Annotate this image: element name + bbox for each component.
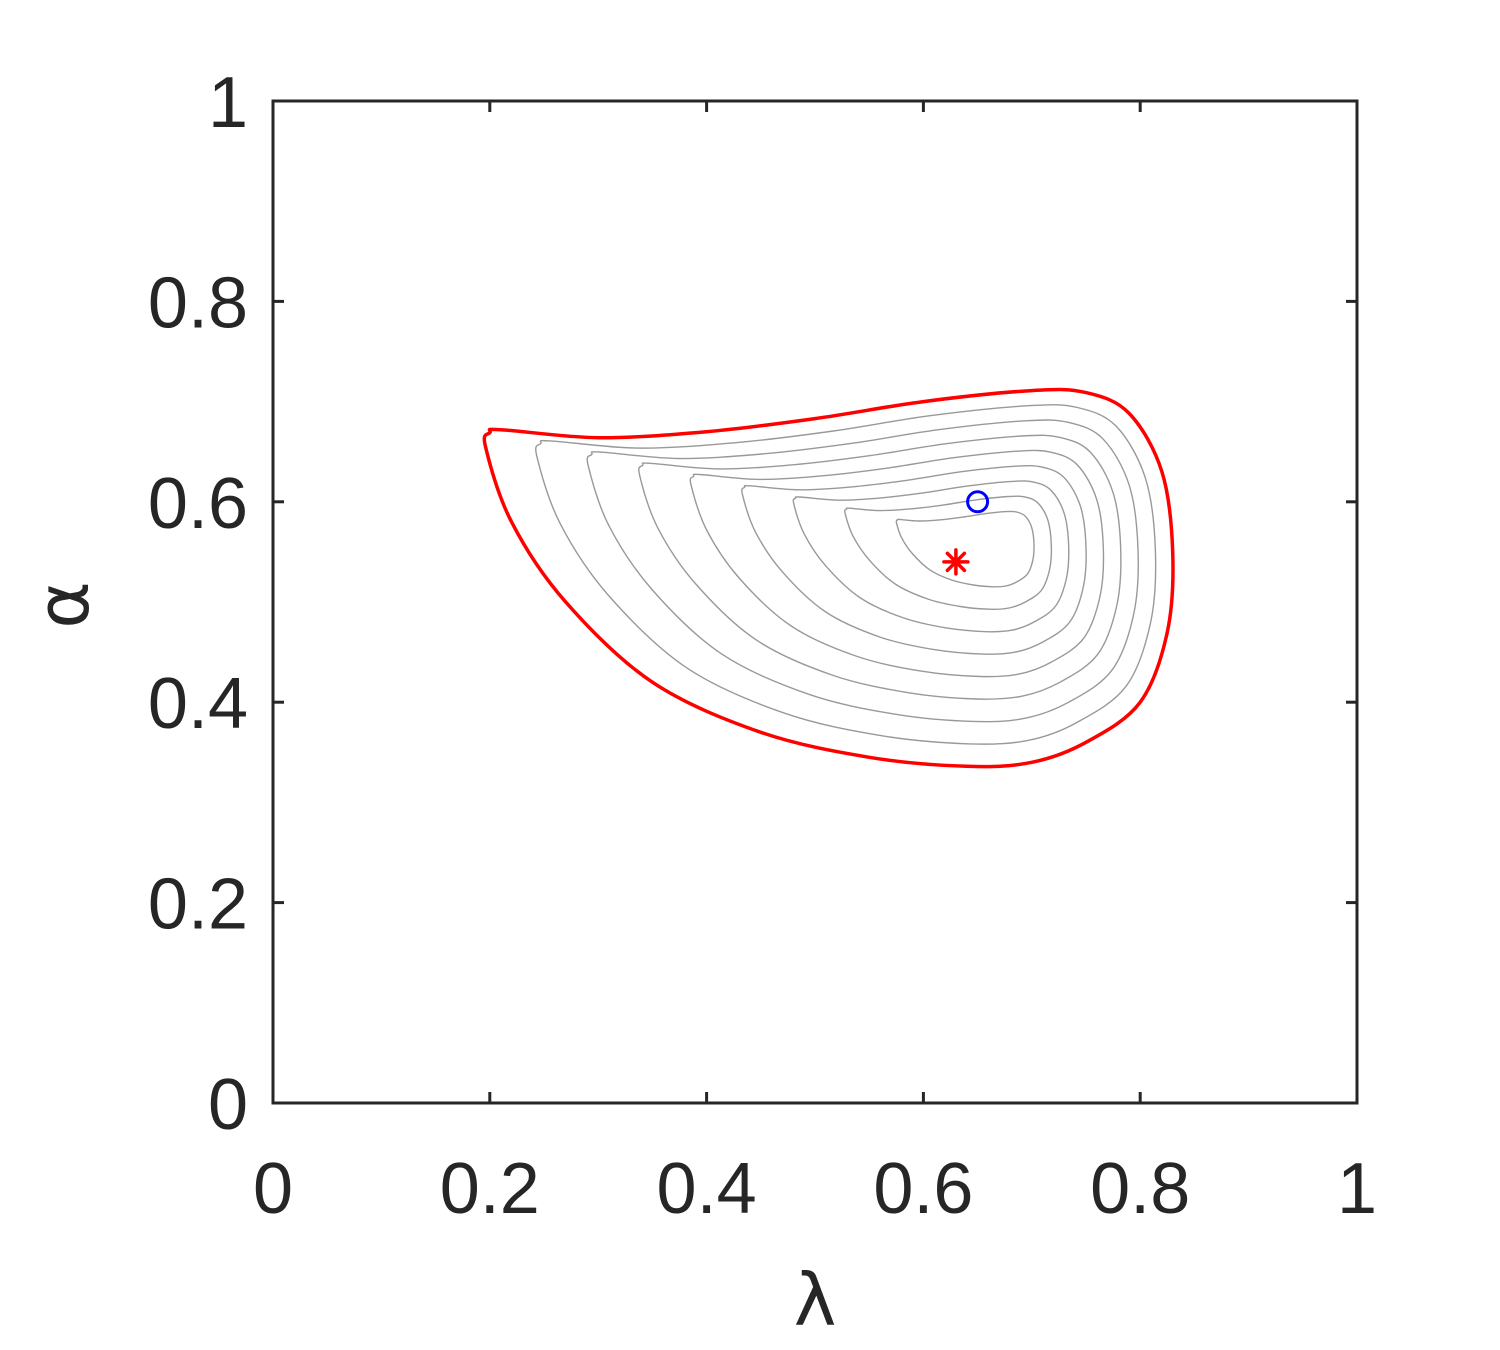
y-tick-label-2: 0.4 — [148, 664, 248, 744]
minimum-asterisk-marker — [942, 548, 970, 576]
y-tick-label-0: 0 — [208, 1065, 248, 1145]
inner-contour-4 — [689, 449, 1105, 678]
x-axis-label: λ — [794, 1258, 837, 1342]
markers — [942, 490, 990, 576]
outer-contour-red — [482, 387, 1175, 769]
inner-contour-8 — [895, 510, 1035, 588]
point-circle-marker — [966, 490, 990, 514]
x-tick-label-2: 0.4 — [657, 1149, 757, 1229]
asterisk-stroke — [945, 551, 967, 573]
x-tick-label-3: 0.6 — [873, 1149, 973, 1229]
x-tick-label-0: 0 — [253, 1149, 293, 1229]
plot-area — [273, 101, 1357, 1103]
y-tick-label-3: 0.6 — [148, 464, 248, 544]
inner-contour-1 — [535, 404, 1157, 745]
inner-contour-2 — [586, 419, 1139, 723]
y-tick-label-5: 1 — [208, 63, 248, 143]
y-tick-label-1: 0.2 — [148, 865, 248, 945]
x-tick-labels: 0 0.2 0.4 0.6 0.8 1 — [253, 1149, 1377, 1229]
y-tick-label-4: 0.8 — [148, 263, 248, 343]
x-tick-label-5: 1 — [1337, 1149, 1377, 1229]
axes-box — [271, 99, 1359, 1105]
y-axis-label: α — [21, 581, 105, 628]
inner-contours — [535, 404, 1157, 745]
inner-contour-3 — [638, 434, 1122, 700]
x-tick-label-1: 0.2 — [440, 1149, 540, 1229]
inner-contour-6 — [792, 480, 1070, 633]
y-tick-labels: 0 0.2 0.4 0.6 0.8 1 — [148, 63, 248, 1145]
x-tick-label-4: 0.8 — [1090, 1149, 1190, 1229]
inner-contour-7 — [844, 495, 1053, 611]
inner-contour-5 — [741, 465, 1087, 655]
ticks — [271, 99, 1359, 1105]
